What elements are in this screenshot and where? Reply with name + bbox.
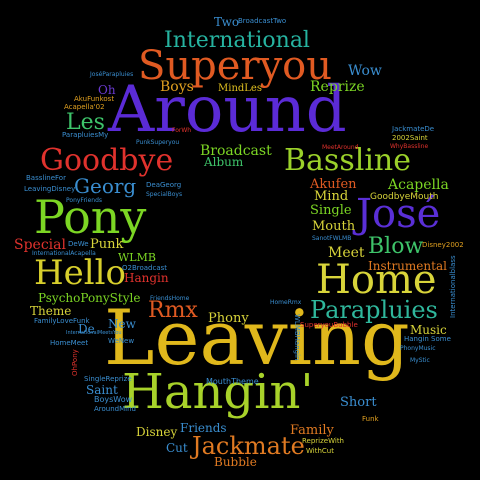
word-phony: Phony (208, 311, 249, 326)
word-jose: José (356, 191, 441, 237)
word-hangin-small: Hangin (124, 271, 169, 285)
word-mouth: Mouth (312, 219, 356, 234)
word-broadcast: Broadcast (200, 143, 272, 159)
word-ohpony: OhPony (71, 349, 79, 376)
word-hangin: Hangin' (122, 364, 314, 420)
word-disney: Disney (136, 425, 178, 439)
word-singlereprize: SingleReprize (84, 375, 132, 383)
word-theme: Theme (30, 304, 72, 318)
word-parapluies: Parapluies (310, 296, 438, 324)
word-goodbye: Goodbye (40, 143, 174, 178)
word-mystic: MyStic (410, 357, 430, 364)
word-home: Home (316, 257, 437, 303)
word-internationalbrass: Internationalblass (449, 255, 457, 318)
word-georg: Georg (74, 174, 137, 198)
word-meet: Meet (328, 245, 365, 261)
word-hello: Hello (34, 253, 126, 293)
word-mind: Mind (314, 189, 349, 204)
word-joseparapluies: JoséParapluies (90, 71, 134, 78)
word-disney2002: Disney2002 (422, 241, 464, 249)
word-aroundmind: AroundMind (94, 405, 136, 413)
word-basslinefor: BasslineFor (26, 174, 66, 182)
word-acapella: Acapella (388, 177, 449, 193)
word-hanginsome: Hangin Some (404, 335, 451, 343)
word-akufen: Akufen (310, 177, 357, 192)
word-new: New (108, 317, 136, 331)
word-reprizewith: ReprizeWith (302, 437, 344, 445)
word-reprize: Reprize (310, 79, 365, 95)
word-wlmb: WLMB (118, 251, 156, 264)
word-familylovefunk: FamilyLoveFunk (34, 317, 90, 325)
word-pony: Pony (34, 190, 147, 244)
word-withcut: WithCut (306, 447, 334, 455)
word-acapella02: Acapella'02 (64, 103, 105, 111)
word-boyswow: BoysWow (94, 395, 133, 404)
word-friendshome: FriendsHome (150, 295, 190, 302)
word-superyou: Superyou (138, 43, 333, 89)
word-les: Les (66, 110, 105, 135)
word-two: Two (214, 15, 240, 29)
word-cut: Cut (166, 441, 188, 455)
word-punksuperyou: PunkSuperyou (136, 139, 180, 146)
word-bubble: Bubble (214, 455, 257, 469)
word-sanotfwlmb: SanotFWLMB (312, 235, 352, 242)
word-saint: Saint (86, 383, 118, 397)
word-leavingdisney: LeavingDisney (24, 185, 76, 193)
word-o2broadcast: O2Broadcast (122, 264, 168, 272)
word-short: Short (340, 395, 377, 410)
word-family: Family (290, 423, 334, 438)
word-goodbyemouth: GoodbyeMouth (370, 192, 439, 202)
word-bassline: Bassline (284, 143, 411, 178)
word-mouththeme: MouthTheme (206, 377, 259, 386)
word-homemeet: HomeMeet (50, 339, 89, 347)
word-specialboys: SpecialBoys (146, 191, 183, 198)
word-special: Special (14, 237, 66, 253)
word-boys: Boys (160, 79, 194, 95)
word-internationalmeetsyou: InternationalMeetsYou (66, 330, 122, 336)
word-rmx: Rmx (148, 298, 198, 323)
word-blow: Blow (368, 234, 424, 259)
word-music: Music (410, 323, 447, 337)
word-jackmatede: JackmateDe (392, 125, 435, 133)
word-de: De (78, 322, 95, 336)
word-whybassline: WhyBassline (390, 143, 429, 150)
word-deageorg: DeaGeorg (146, 181, 182, 189)
word-dewe: DeWe (68, 240, 89, 248)
word-international: International (164, 28, 310, 53)
word-instrumental: Instrumental (368, 259, 447, 273)
word-leaving: Leaving (104, 293, 410, 382)
word-wow: Wow (348, 63, 382, 79)
word-parapluiesmy: ParapluiesMy (62, 131, 109, 139)
word-jackmate: Jackmate (192, 432, 305, 460)
word-akufunkost: AkuFunkost (74, 95, 115, 103)
word-single: Single (310, 203, 352, 218)
word-funk: Funk (362, 415, 379, 423)
word-friends: Friends (180, 421, 227, 435)
word-meetaround: MeetAround (322, 144, 359, 151)
word-internationalacapella: InternationalAcapella (32, 250, 96, 257)
word-forwh: ForWh (172, 127, 192, 134)
word-wlmbhangin: WLMBHangin (293, 314, 301, 361)
word-2002saint: 2002Saint (392, 134, 428, 142)
word-psychoponystyle: PsychoPonyStyle (38, 291, 141, 305)
word-phonymusic: PhonyMusic (400, 345, 436, 352)
word-broadcasttwo: BroadcastTwo (238, 17, 287, 25)
word-superyoububble: SuperyouBubble (300, 321, 358, 329)
word-punk: Punk (90, 237, 124, 252)
word-ponyfriends: PonyFriends (66, 197, 103, 204)
word-oh: Oh (98, 83, 116, 97)
word-homermx: HomeRmx (270, 299, 302, 306)
word-album: Album (204, 155, 244, 169)
word-around: Around (108, 73, 347, 147)
word-wenew: WeNew (108, 337, 135, 345)
word-mindles: MindLes (218, 83, 262, 94)
